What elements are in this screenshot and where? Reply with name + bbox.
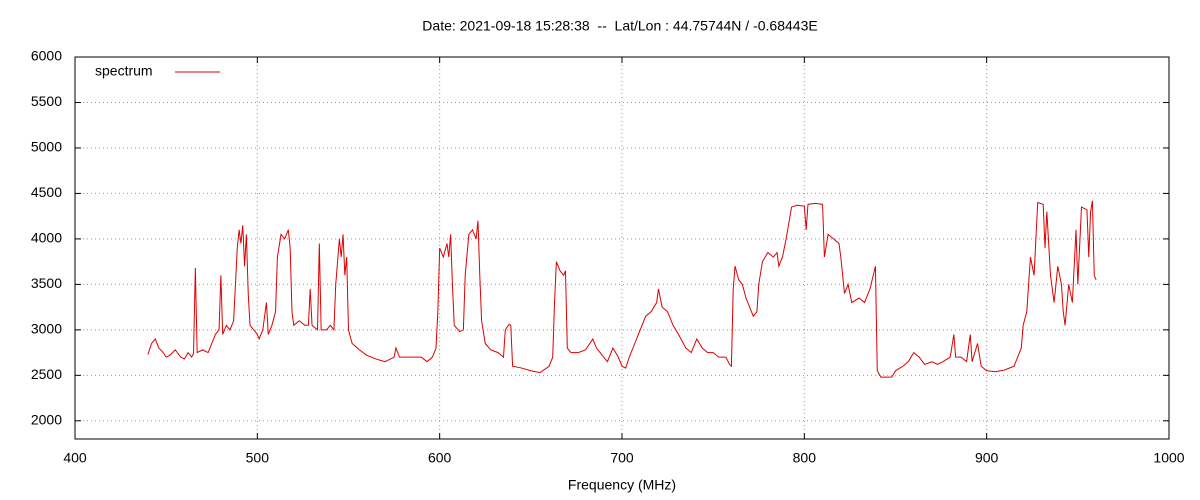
x-axis-label: Frequency (MHz): [568, 477, 676, 493]
x-tick-label: 400: [63, 450, 87, 466]
x-tick-label: 500: [246, 450, 270, 466]
x-tick-label: 800: [793, 450, 817, 466]
y-tick-label: 5500: [31, 93, 62, 109]
x-tick-label: 900: [975, 450, 999, 466]
y-tick-label: 4500: [31, 184, 62, 200]
x-tick-label: 700: [610, 450, 634, 466]
spectrum-line: [147, 200, 1097, 378]
x-tick-label: 1000: [1153, 450, 1184, 466]
y-tick-label: 3000: [31, 321, 62, 337]
y-tick-label: 2500: [31, 366, 62, 382]
plot-frame: [74, 56, 1170, 440]
y-tick-label: 4000: [31, 230, 62, 246]
y-tick-label: 2000: [31, 412, 62, 428]
y-tick-label: 5000: [31, 139, 62, 155]
y-tick-label: 3500: [31, 275, 62, 291]
x-tick-label: 600: [428, 450, 452, 466]
y-tick-label: 6000: [31, 48, 62, 64]
legend-label: spectrum: [95, 63, 153, 79]
chart-title: Date: 2021-09-18 15:28:38 -- Lat/Lon : 4…: [422, 18, 817, 34]
